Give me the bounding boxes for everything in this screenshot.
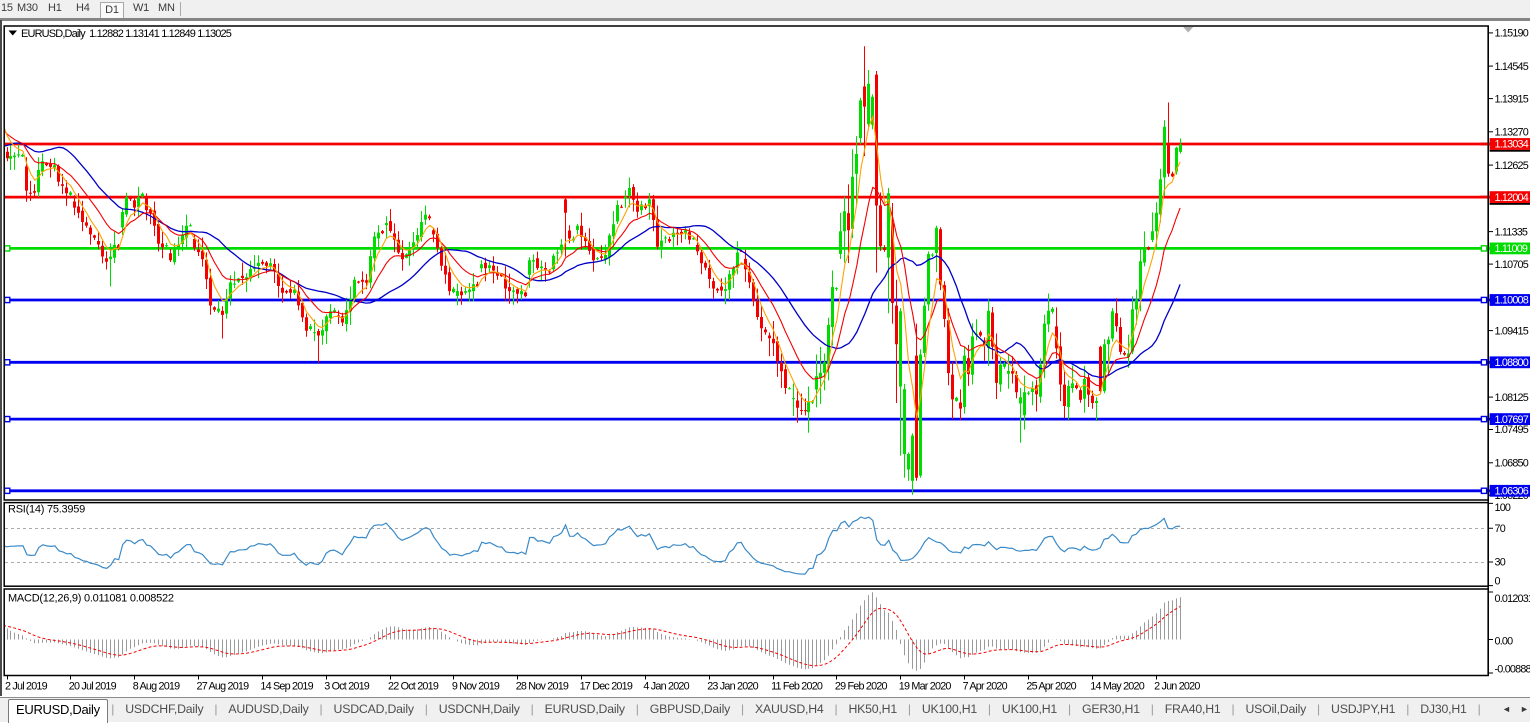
- svg-text:70: 70: [1495, 523, 1506, 535]
- svg-text:0.00: 0.00: [1495, 636, 1514, 648]
- svg-text:-0.00888: -0.00888: [1495, 663, 1530, 675]
- svg-text:1.13915: 1.13915: [1495, 93, 1529, 105]
- svg-text:MACD(12,26,9) 0.011081 0.00852: MACD(12,26,9) 0.011081 0.008522: [8, 593, 174, 605]
- svg-text:11 Feb 2020: 11 Feb 2020: [771, 680, 823, 692]
- svg-text:9 Nov 2019: 9 Nov 2019: [452, 680, 500, 692]
- svg-text:22 Oct 2019: 22 Oct 2019: [388, 680, 439, 692]
- svg-text:19 Mar 2020: 19 Mar 2020: [899, 680, 952, 692]
- svg-text:8 Aug 2019: 8 Aug 2019: [133, 680, 180, 692]
- svg-text:20 Jul 2019: 20 Jul 2019: [69, 680, 117, 692]
- svg-text:4 Jan 2020: 4 Jan 2020: [643, 680, 689, 692]
- svg-text:1.12625: 1.12625: [1495, 160, 1529, 172]
- svg-text:0: 0: [1495, 575, 1501, 587]
- svg-text:27 Aug 2019: 27 Aug 2019: [197, 680, 250, 692]
- svg-text:1.15190: 1.15190: [1495, 28, 1529, 40]
- svg-text:14 May 2020: 14 May 2020: [1090, 680, 1144, 692]
- svg-text:2 Jul 2019: 2 Jul 2019: [5, 680, 48, 692]
- svg-text:1.10705: 1.10705: [1495, 259, 1529, 271]
- svg-text:17 Dec 2019: 17 Dec 2019: [580, 680, 633, 692]
- svg-text:EURUSD,Daily 1.12882 1.13141: EURUSD,Daily 1.12882 1.13141 1.12849 1.1…: [21, 28, 232, 40]
- svg-text:1.09415: 1.09415: [1495, 325, 1529, 337]
- svg-text:3 Oct 2019: 3 Oct 2019: [324, 680, 370, 692]
- svg-text:1.06850: 1.06850: [1495, 458, 1529, 470]
- svg-text:2 Jun 2020: 2 Jun 2020: [1154, 680, 1200, 692]
- svg-text:1.07697: 1.07697: [1495, 414, 1529, 426]
- svg-text:28 Nov 2019: 28 Nov 2019: [516, 680, 569, 692]
- svg-text:1.13270: 1.13270: [1495, 127, 1529, 139]
- svg-text:1.14545: 1.14545: [1495, 61, 1529, 73]
- svg-text:1.10008: 1.10008: [1495, 295, 1529, 307]
- svg-text:0.012031: 0.012031: [1495, 593, 1530, 605]
- svg-text:7 Apr 2020: 7 Apr 2020: [963, 680, 1008, 692]
- svg-text:RSI(14) 75.3959: RSI(14) 75.3959: [8, 503, 85, 515]
- svg-text:1.13034: 1.13034: [1495, 139, 1529, 151]
- svg-text:1.08125: 1.08125: [1495, 392, 1529, 404]
- svg-text:29 Feb 2020: 29 Feb 2020: [835, 680, 888, 692]
- svg-text:1.12004: 1.12004: [1495, 192, 1529, 204]
- svg-text:25 Apr 2020: 25 Apr 2020: [1026, 680, 1076, 692]
- svg-text:1.11009: 1.11009: [1495, 243, 1528, 255]
- svg-text:1.06306: 1.06306: [1495, 486, 1529, 498]
- svg-text:14 Sep 2019: 14 Sep 2019: [260, 680, 313, 692]
- svg-text:1.07495: 1.07495: [1495, 424, 1529, 436]
- svg-text:1.11335: 1.11335: [1495, 226, 1528, 238]
- svg-text:100: 100: [1495, 502, 1511, 514]
- svg-text:1.08800: 1.08800: [1495, 357, 1529, 369]
- svg-text:23 Jan 2020: 23 Jan 2020: [707, 680, 758, 692]
- svg-text:30: 30: [1495, 557, 1506, 569]
